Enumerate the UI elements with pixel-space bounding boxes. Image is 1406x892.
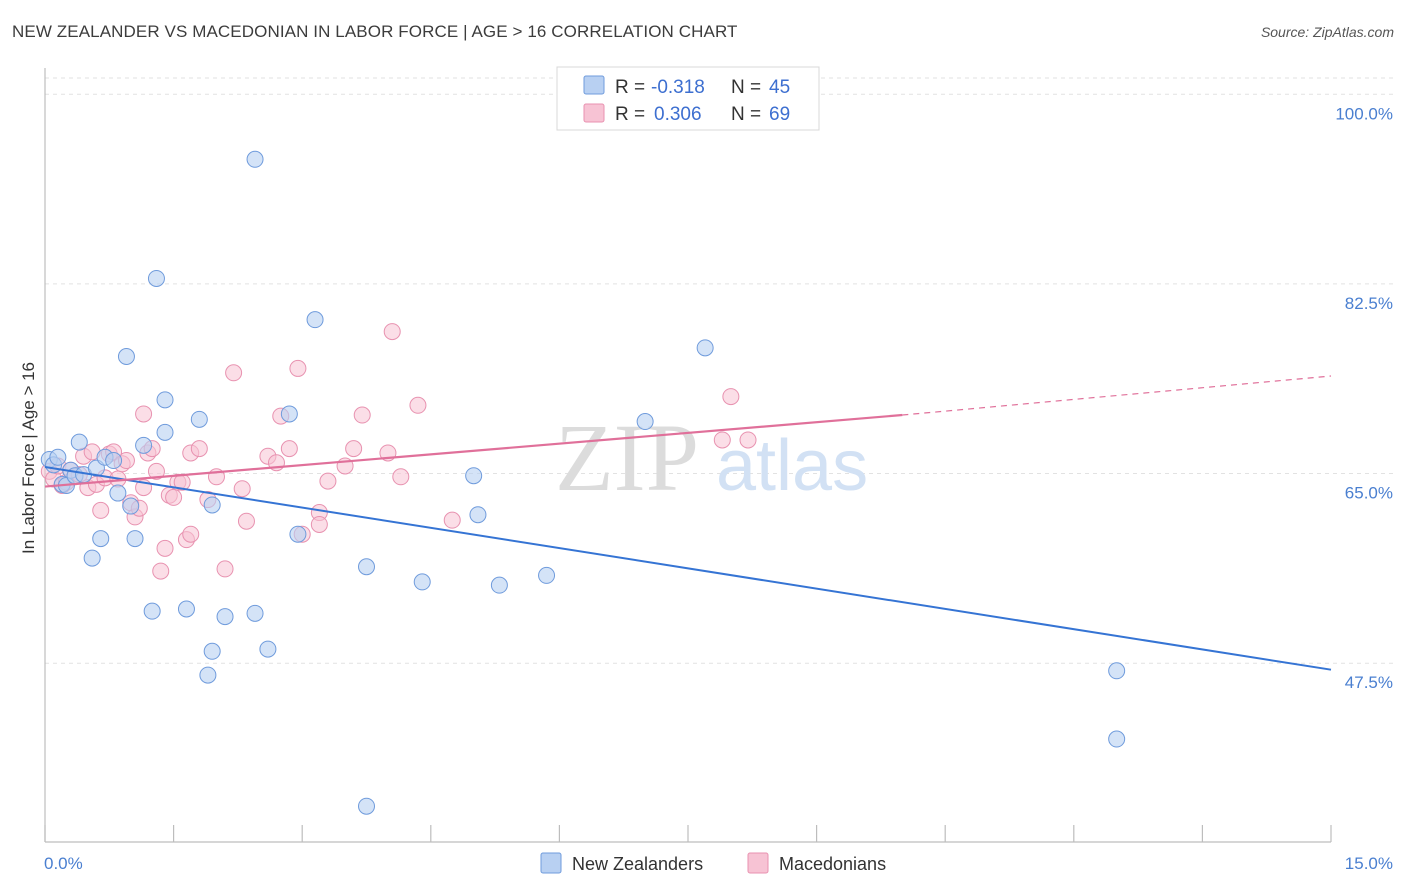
macedonians-point bbox=[182, 525, 200, 543]
new-zealanders-point bbox=[147, 269, 165, 287]
new-zealanders-point bbox=[122, 497, 140, 515]
macedonians-point bbox=[353, 406, 371, 424]
new-zealanders-point bbox=[413, 573, 431, 591]
macedonians-point bbox=[319, 472, 337, 490]
macedonians-point bbox=[392, 468, 410, 486]
y-axis-title: In Labor Force | Age > 16 bbox=[19, 362, 38, 554]
new-zealanders-point bbox=[289, 525, 307, 543]
new-zealanders-point bbox=[49, 448, 67, 466]
new-zealanders-point bbox=[156, 423, 174, 441]
macedonians-point bbox=[237, 512, 255, 530]
macedonians-point bbox=[216, 560, 234, 578]
legend-swatch-mk bbox=[583, 103, 605, 123]
new-zealanders-point bbox=[469, 506, 487, 524]
new-zealanders-point bbox=[203, 642, 221, 660]
legend-r-value-nz: -0.318 bbox=[651, 77, 705, 98]
new-zealanders-point bbox=[109, 484, 127, 502]
new-zealanders-point bbox=[143, 602, 161, 620]
new-zealanders-point bbox=[538, 566, 556, 584]
new-zealanders-point bbox=[358, 797, 375, 815]
macedonians-point bbox=[135, 405, 153, 423]
watermark-zip: ZIP bbox=[555, 404, 699, 511]
macedonians-point bbox=[345, 440, 363, 458]
macedonians-point bbox=[152, 562, 170, 580]
macedonians-point bbox=[443, 511, 461, 529]
macedonians-point bbox=[713, 431, 731, 449]
y-tick-labels: 100.0% 82.5% 65.0% 47.5% bbox=[1335, 104, 1393, 692]
macedonians-point bbox=[156, 539, 174, 557]
new-zealanders-point bbox=[1108, 730, 1126, 748]
bottom-legend-swatch-mk bbox=[747, 852, 769, 874]
new-zealanders-point bbox=[306, 311, 324, 329]
new-zealanders-point bbox=[105, 452, 123, 470]
legend-n-value-nz: 45 bbox=[769, 77, 790, 98]
new-zealanders-point bbox=[280, 405, 298, 423]
legend-n-value-mk: 69 bbox=[769, 104, 790, 125]
new-zealanders-point bbox=[259, 640, 277, 658]
new-zealanders-point bbox=[636, 413, 654, 431]
macedonians-point bbox=[92, 501, 110, 519]
macedonians-trend-extension bbox=[902, 375, 1332, 416]
macedonians-point bbox=[225, 364, 243, 382]
macedonians-point bbox=[280, 440, 298, 458]
source-credit: Source: ZipAtlas.com bbox=[1260, 24, 1394, 40]
macedonians-trend-line bbox=[44, 413, 903, 488]
watermark-atlas: atlas bbox=[716, 426, 868, 506]
new-zealanders-point bbox=[358, 558, 375, 576]
y-tick-label: 47.5% bbox=[1345, 673, 1393, 692]
new-zealanders-point bbox=[70, 433, 88, 451]
legend-swatch-nz bbox=[583, 75, 605, 95]
bottom-legend-label-mk: Macedonians bbox=[779, 854, 886, 874]
y-tick-label: 65.0% bbox=[1345, 484, 1393, 503]
new-zealanders-point bbox=[203, 496, 221, 514]
new-zealanders-point bbox=[465, 467, 483, 485]
macedonians-point bbox=[722, 388, 740, 406]
new-zealanders-point bbox=[92, 530, 110, 548]
x-tick-label-max: 15.0% bbox=[1345, 854, 1393, 873]
legend-r-value-mk: 0.306 bbox=[654, 104, 702, 125]
macedonians-point bbox=[409, 396, 427, 414]
new-zealanders-point bbox=[216, 608, 234, 626]
macedonians-point bbox=[739, 431, 757, 449]
y-tick-label: 100.0% bbox=[1335, 104, 1393, 123]
y-tick-label: 82.5% bbox=[1345, 294, 1393, 313]
new-zealanders-point bbox=[696, 339, 714, 357]
legend-r-label-nz: R = bbox=[615, 77, 645, 98]
new-zealanders-point bbox=[117, 348, 135, 366]
new-zealanders-point bbox=[83, 549, 101, 567]
new-zealanders-point bbox=[246, 604, 264, 622]
macedonians-point bbox=[147, 462, 165, 480]
new-zealanders-point bbox=[177, 600, 195, 618]
bottom-legend-label-nz: New Zealanders bbox=[572, 854, 703, 874]
new-zealanders-point bbox=[1108, 662, 1126, 680]
macedonians-point bbox=[289, 359, 307, 377]
new-zealanders-point bbox=[190, 410, 208, 428]
macedonians-point bbox=[383, 323, 401, 341]
series-legend: New Zealanders Macedonians bbox=[540, 852, 886, 874]
legend-n-label-mk: N = bbox=[731, 104, 761, 125]
new-zealanders-point bbox=[126, 530, 144, 548]
new-zealanders-trend-line bbox=[44, 466, 1332, 671]
stats-legend: R = -0.318 N = 45 R = 0.306 N = 69 bbox=[556, 66, 820, 131]
new-zealanders-point bbox=[246, 150, 264, 168]
grid-lines bbox=[45, 77, 1393, 664]
legend-r-label-mk: R = bbox=[615, 104, 645, 125]
macedonians-point bbox=[233, 480, 251, 498]
legend-n-label-nz: N = bbox=[731, 77, 761, 98]
new-zealanders-point bbox=[135, 436, 153, 454]
trend-lines bbox=[44, 375, 1332, 671]
new-zealanders-point bbox=[199, 666, 217, 684]
x-tick-label-min: 0.0% bbox=[44, 854, 83, 873]
macedonians-point bbox=[310, 515, 328, 533]
bottom-legend-swatch-nz bbox=[540, 852, 562, 874]
chart-title: NEW ZEALANDER VS MACEDONIAN IN LABOR FOR… bbox=[12, 22, 738, 41]
new-zealanders-point bbox=[490, 576, 508, 594]
watermark: ZIP atlas bbox=[555, 404, 868, 511]
macedonians-point bbox=[190, 440, 208, 458]
new-zealanders-point bbox=[156, 391, 174, 409]
macedonians-point bbox=[165, 488, 183, 506]
